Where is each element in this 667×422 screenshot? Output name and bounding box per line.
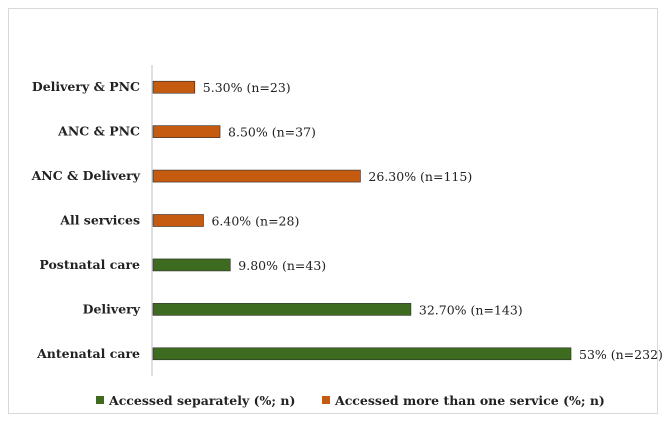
bar-delivery-and-pnc — [152, 80, 196, 94]
chart-frame — [8, 8, 658, 414]
category-labels: Delivery & PNC ANC & PNC ANC & Delivery All… — [31, 79, 141, 361]
legend: Accessed separately (%; n) Accessed more… — [96, 393, 605, 408]
bar-anc-and-pnc — [152, 125, 221, 138]
bar-postnatal-care — [152, 258, 231, 272]
legend-swatch-accessed-more-than-one — [322, 396, 330, 404]
data-label-anc-and-pnc: 8.50% (n=37) — [228, 125, 316, 140]
category-label-anc-and-pnc: ANC & PNC — [57, 124, 140, 139]
data-label-antenatal-care: 53% (n=232) — [579, 347, 663, 362]
legend-label-accessed-separately: Accessed separately (%; n) — [108, 393, 295, 408]
bar-antenatal-care — [152, 347, 572, 361]
data-labels: 5.30% (n=23) 8.50% (n=37) 26.30% (n=115) 6.… — [203, 80, 663, 362]
legend-label-accessed-more-than-one: Accessed more than one service (%; n) — [334, 393, 605, 408]
category-label-postnatal-care: Postnatal care — [39, 257, 140, 272]
data-label-anc-and-delivery: 26.30% (n=115) — [368, 169, 472, 184]
category-label-delivery-and-pnc: Delivery & PNC — [32, 79, 140, 94]
data-label-postnatal-care: 9.80% (n=43) — [238, 258, 326, 273]
legend-swatch-accessed-separately — [96, 396, 104, 404]
data-label-all-services: 6.40% (n=28) — [211, 214, 299, 229]
category-label-antenatal-care: Antenatal care — [36, 346, 140, 361]
category-label-delivery: Delivery — [83, 301, 141, 316]
bar-all-services — [152, 214, 204, 227]
category-label-anc-and-delivery: ANC & Delivery — [31, 168, 141, 183]
bars — [152, 80, 572, 361]
data-label-delivery-and-pnc: 5.30% (n=23) — [203, 80, 291, 95]
bar-delivery — [152, 303, 412, 316]
category-label-all-services: All services — [59, 213, 140, 228]
data-label-delivery: 32.70% (n=143) — [419, 302, 523, 317]
bar-anc-and-delivery — [152, 169, 361, 183]
